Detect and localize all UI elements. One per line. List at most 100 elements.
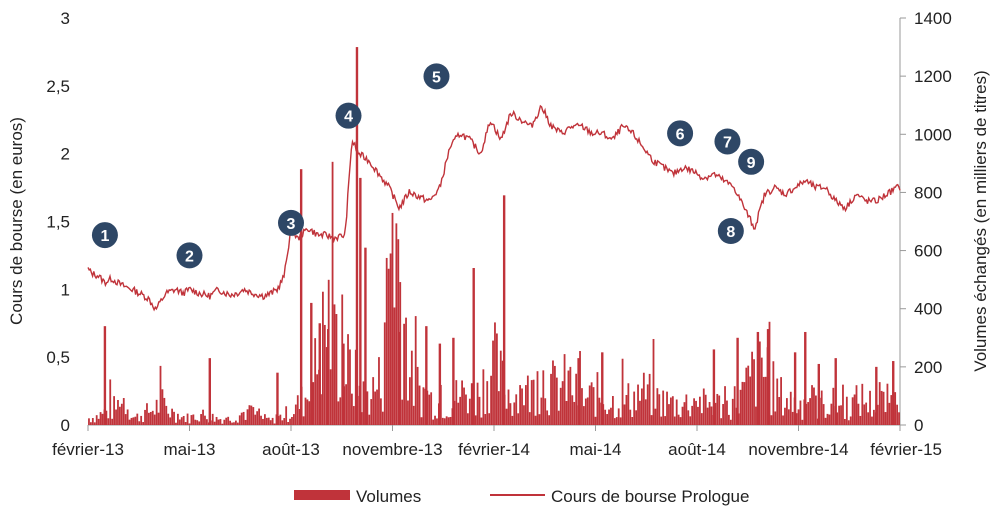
volume-bar <box>283 418 286 425</box>
volume-bar <box>93 422 96 425</box>
volume-bar-spike <box>712 349 716 425</box>
volume-bar <box>523 405 525 425</box>
volume-bar <box>126 409 129 425</box>
volume-bar <box>751 351 753 425</box>
volume-bar <box>822 404 825 425</box>
volume-bar <box>322 291 324 425</box>
volume-bar <box>115 409 117 425</box>
volume-bar <box>608 409 610 425</box>
volume-bar <box>240 412 243 425</box>
volume-bar <box>662 390 665 425</box>
volume-bar <box>836 412 839 425</box>
volume-bar <box>291 416 293 425</box>
volume-bar <box>269 420 272 425</box>
volume-bar <box>741 381 744 425</box>
volume-bar <box>592 387 595 425</box>
volume-bar <box>528 412 531 425</box>
volume-bar <box>613 418 616 425</box>
volume-bar <box>380 398 382 425</box>
volume-bar <box>122 398 125 425</box>
volume-bar <box>134 416 137 425</box>
left-tick-label: 1,5 <box>46 213 70 232</box>
volume-bar-spike <box>208 358 211 425</box>
volume-bar <box>644 399 647 425</box>
volume-bar <box>811 385 813 425</box>
volume-bar <box>225 417 228 425</box>
volume-bar <box>689 416 692 425</box>
left-tick-label: 3 <box>61 9 70 28</box>
volume-bar <box>351 393 353 425</box>
volume-bar <box>265 417 268 425</box>
volume-bar <box>177 413 179 425</box>
volume-bar-spike <box>398 331 401 425</box>
volume-bar <box>542 370 545 425</box>
volume-bar <box>320 394 322 425</box>
volume-bar <box>710 406 713 425</box>
volume-bar <box>687 410 690 425</box>
volume-bar <box>795 413 798 425</box>
volume-bar <box>99 412 102 425</box>
volume-bar <box>546 410 549 425</box>
volume-bar <box>851 397 854 425</box>
volume-bar <box>637 384 639 425</box>
volume-bar <box>244 419 247 425</box>
volume-bar <box>349 349 351 425</box>
volume-bar <box>223 419 226 425</box>
volume-bar <box>780 377 782 425</box>
volume-bar <box>432 419 434 425</box>
volume-bar <box>325 347 328 425</box>
volume-bar <box>573 401 576 425</box>
volume-bar <box>434 415 436 425</box>
volume-bar <box>869 390 871 425</box>
event-marker-label: 9 <box>747 155 756 172</box>
volume-bar <box>171 408 173 425</box>
volume-bar <box>772 361 775 425</box>
volume-bar <box>726 400 728 425</box>
legend: Volumes Cours de bourse Prologue <box>294 487 749 506</box>
volume-bar <box>130 417 133 425</box>
left-tick-label: 0 <box>61 416 70 435</box>
volume-bar <box>824 417 827 425</box>
legend-label-price: Cours de bourse Prologue <box>551 487 749 506</box>
volume-bar <box>254 414 257 425</box>
volume-bar <box>612 396 614 425</box>
volume-bar <box>635 410 637 425</box>
left-tick-label: 2,5 <box>46 77 70 96</box>
volume-bar-spike <box>892 361 895 425</box>
volume-bar <box>646 384 649 425</box>
volume-bar <box>233 422 235 425</box>
volume-bar <box>236 422 239 425</box>
event-marker-2 <box>176 242 203 269</box>
volume-bar <box>714 402 717 425</box>
volume-bar <box>109 379 112 425</box>
volume-bar <box>148 412 150 425</box>
volume-bar <box>774 411 777 425</box>
volume-bar <box>113 396 115 425</box>
volume-bar <box>865 402 868 425</box>
volume-bar <box>747 365 750 425</box>
volume-bar <box>445 416 448 425</box>
volume-bar <box>401 399 404 425</box>
event-marker-6 <box>667 120 694 147</box>
volume-bar <box>762 376 765 425</box>
right-tick-label: 400 <box>914 300 942 319</box>
volume-bar <box>405 317 407 425</box>
volume-bar <box>571 395 574 425</box>
event-marker-4 <box>335 102 362 129</box>
volume-bar <box>430 392 433 425</box>
volume-bar <box>849 416 852 425</box>
volume-bar <box>368 414 371 425</box>
volume-bar-spike <box>601 352 604 425</box>
event-marker-label: 4 <box>344 109 353 126</box>
volume-bar <box>186 413 189 425</box>
right-tick-label: 800 <box>914 183 942 202</box>
volume-bar <box>842 384 844 425</box>
annotations: 1 2 3 4 5 6 7 8 9 <box>91 63 765 269</box>
x-tick-label: novembre-13 <box>342 440 442 459</box>
volume-bar <box>507 389 510 425</box>
volume-bar <box>853 394 856 425</box>
volume-bar <box>279 414 282 425</box>
volume-bar <box>702 388 705 425</box>
volume-bar <box>654 408 657 425</box>
